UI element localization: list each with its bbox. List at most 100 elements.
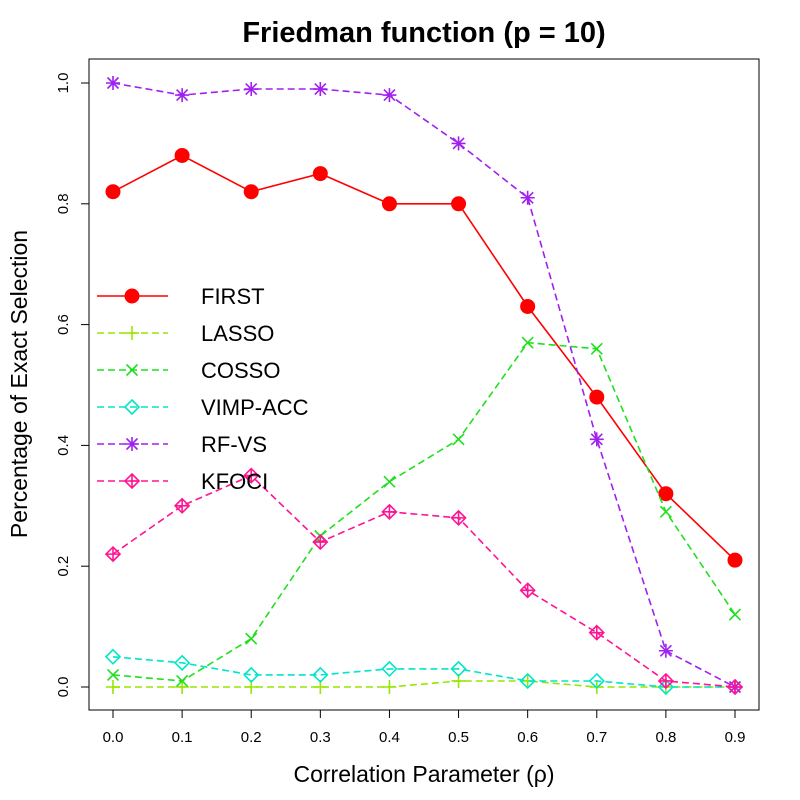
point-first	[105, 184, 121, 200]
point-first	[451, 196, 467, 212]
legend-marker	[123, 398, 141, 416]
legend-marker	[125, 326, 139, 340]
series-line-first	[112, 154, 736, 561]
point-vimp-acc	[381, 660, 398, 678]
point-vimp-acc	[243, 666, 260, 684]
point-first	[589, 389, 605, 405]
series-lasso	[106, 673, 742, 694]
legend-marker	[125, 363, 139, 377]
series-line-cosso	[112, 341, 736, 682]
point-vimp-acc	[657, 678, 675, 696]
legend-label: KFOCI	[201, 469, 268, 494]
legend-label: VIMP-ACC	[201, 395, 309, 420]
point-rf-vs	[244, 82, 259, 97]
point-first	[381, 196, 397, 212]
point-rf-vs	[175, 88, 190, 103]
series-vimp-acc	[104, 648, 744, 696]
point-vimp-acc	[588, 672, 605, 690]
x-tick-label: 0.2	[241, 729, 262, 746]
point-vimp-acc	[104, 648, 122, 665]
point-cosso	[383, 475, 396, 488]
y-tick-label: 0.8	[55, 193, 72, 214]
legend-label: FIRST	[201, 284, 265, 309]
point-cosso	[245, 632, 258, 645]
point-vimp-acc	[312, 666, 329, 684]
legend-item-cosso: COSSO	[97, 358, 280, 383]
x-tick-label: 0.0	[103, 729, 124, 746]
y-tick-label: 0.6	[55, 314, 72, 335]
legend-item-vimp-acc: VIMP-ACC	[97, 395, 309, 420]
x-axis-label: Correlation Parameter (ρ)	[293, 761, 554, 787]
legend-marker	[123, 472, 141, 490]
point-cosso	[176, 674, 189, 688]
series-line-kfoci	[112, 474, 736, 688]
y-axis-label: Percentage of Exact Selection	[6, 230, 32, 538]
x-tick-label: 0.3	[310, 729, 331, 746]
point-rf-vs	[520, 190, 535, 205]
point-first	[520, 298, 536, 314]
y-tick-label: 0.4	[55, 435, 72, 456]
x-tick-label: 0.6	[517, 729, 538, 746]
y-tick-label: 0.0	[55, 677, 72, 698]
legend-marker	[124, 288, 140, 304]
point-rf-vs	[589, 432, 604, 447]
legend-item-kfoci: KFOCI	[97, 469, 268, 494]
point-first	[727, 552, 743, 568]
series-line-vimp-acc	[112, 656, 735, 688]
chart-title: Friedman function (p = 10)	[242, 17, 605, 49]
point-cosso	[590, 342, 603, 355]
point-rf-vs	[106, 76, 120, 90]
point-kfoci	[381, 503, 398, 520]
point-rf-vs	[451, 136, 466, 151]
x-tick-label: 0.9	[725, 729, 746, 746]
x-tick-label: 0.1	[172, 729, 193, 746]
point-rf-vs	[382, 88, 397, 103]
point-vimp-acc	[173, 654, 191, 671]
point-lasso	[175, 680, 190, 694]
point-vimp-acc	[519, 672, 536, 690]
legend-marker	[125, 437, 139, 451]
point-cosso	[452, 433, 465, 446]
legend-item-rf-vs: RF-VS	[97, 432, 267, 457]
point-kfoci	[173, 497, 191, 514]
point-cosso	[521, 336, 534, 349]
point-first	[243, 184, 259, 200]
series-line-rf-vs	[112, 82, 736, 688]
point-first	[174, 147, 190, 163]
legend-label: RF-VS	[201, 432, 267, 457]
y-axis: 0.0 0.2 0.4 0.6 0.8 1.0	[55, 73, 90, 698]
legend-label: LASSO	[201, 321, 274, 346]
series-line-lasso	[113, 680, 735, 688]
legend-item-lasso: LASSO	[97, 321, 274, 346]
legend: FIRST LASSO COSSO VIMP-ACC RF-VS KFOCI	[97, 284, 309, 494]
point-first	[312, 166, 328, 182]
series-rf-vs	[106, 76, 742, 694]
point-cosso	[659, 505, 672, 518]
series-first	[105, 147, 743, 568]
point-cosso	[106, 668, 120, 681]
point-kfoci	[588, 624, 605, 641]
point-cosso	[728, 608, 742, 621]
legend-item-first: FIRST	[97, 284, 265, 309]
y-tick-label: 1.0	[55, 73, 72, 94]
x-tick-label: 0.8	[655, 729, 676, 746]
legend-label: COSSO	[201, 358, 280, 383]
x-tick-label: 0.5	[448, 729, 469, 746]
series-kfoci	[104, 467, 744, 696]
point-kfoci	[312, 533, 329, 551]
point-first	[658, 486, 674, 502]
x-axis: 0.0 0.1 0.2 0.3 0.4 0.5 0.6 0.7 0.8 0.9	[103, 709, 746, 746]
point-kfoci	[726, 678, 744, 696]
point-rf-vs	[313, 82, 328, 97]
point-kfoci	[450, 509, 467, 527]
point-kfoci	[519, 582, 536, 599]
point-kfoci	[104, 545, 122, 563]
series-cosso	[106, 336, 742, 688]
y-tick-label: 0.2	[55, 556, 72, 577]
x-tick-label: 0.7	[586, 729, 607, 746]
series-layer	[104, 76, 744, 696]
point-lasso	[106, 680, 120, 694]
point-vimp-acc	[450, 660, 467, 678]
point-rf-vs	[658, 643, 673, 658]
